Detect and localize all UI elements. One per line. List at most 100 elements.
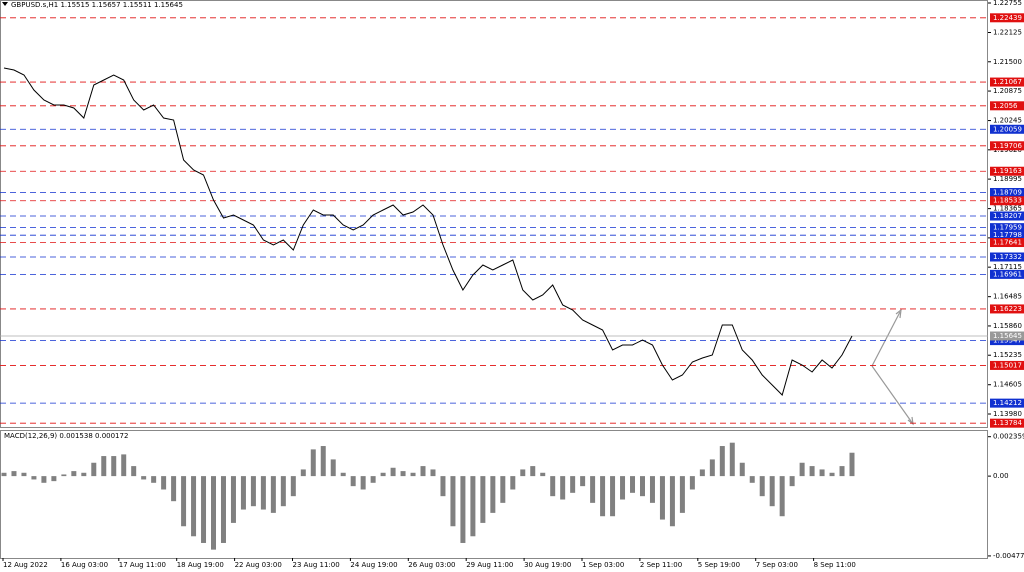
x-tick-label: 30 Aug 19:00 <box>524 561 571 569</box>
level-label: 1.16223 <box>993 305 1022 313</box>
macd-bar <box>719 446 725 477</box>
macd-bar <box>111 456 117 477</box>
macd-bar <box>669 476 675 527</box>
y-tick-label: 1.20245 <box>993 117 1022 125</box>
macd-bar <box>679 476 685 513</box>
macd-bar <box>21 472 27 477</box>
macd-bar <box>550 476 556 497</box>
macd-bar <box>320 446 326 477</box>
y-tick-label: 1.14605 <box>993 381 1022 389</box>
macd-bar <box>71 471 77 477</box>
macd-bar <box>1 472 7 477</box>
menu-arrow[interactable] <box>2 2 8 6</box>
macd-panel <box>0 430 988 559</box>
macd-bar <box>330 459 336 477</box>
y-tick-label: 1.15235 <box>993 351 1022 359</box>
level-label: 1.17798 <box>993 231 1022 239</box>
macd-bar <box>620 476 626 500</box>
current-price-tag <box>990 331 1024 341</box>
macd-bar <box>440 476 446 497</box>
level-label: 1.14212 <box>993 399 1022 407</box>
macd-bar <box>849 452 855 477</box>
y-tick-label: 1.20875 <box>993 87 1022 95</box>
level-tag <box>990 252 1024 262</box>
x-tick-label: 7 Sep 03:00 <box>756 561 798 569</box>
x-tick-label: 8 Sep 11:00 <box>814 561 856 569</box>
macd-bar <box>520 469 526 477</box>
level-tag <box>990 211 1024 221</box>
macd-bar <box>250 476 256 507</box>
macd-bar <box>659 476 665 520</box>
macd-bar <box>819 469 825 477</box>
y-tick-label: 1.17115 <box>993 263 1022 271</box>
x-tick-label: 1 Sep 03:00 <box>582 561 624 569</box>
level-label: 1.18533 <box>993 197 1022 205</box>
macd-bar <box>171 476 177 502</box>
macd-bar <box>31 476 37 480</box>
level-label: 1.19706 <box>993 142 1022 150</box>
macd-bar <box>101 456 107 477</box>
macd-bar <box>699 469 705 477</box>
current-price-label: 1.15645 <box>993 332 1022 340</box>
macd-bar <box>789 476 795 487</box>
level-label: 1.17332 <box>993 253 1022 261</box>
level-tag <box>990 13 1024 23</box>
macd-bar <box>161 476 167 490</box>
macd-bar <box>590 476 596 503</box>
level-label: 1.18709 <box>993 189 1022 197</box>
macd-bar <box>260 476 266 510</box>
macd-bar <box>450 476 456 527</box>
macd-bar <box>240 476 246 510</box>
macd-bar <box>310 449 316 477</box>
macd-bar <box>460 476 466 543</box>
projection-arrows <box>871 308 914 426</box>
level-label: 1.13784 <box>993 419 1022 427</box>
x-tick-label: 26 Aug 03:00 <box>408 561 455 569</box>
y-tick-label: 1.18995 <box>993 175 1022 183</box>
level-tag <box>990 336 1024 346</box>
level-label: 1.20059 <box>993 125 1022 133</box>
macd-bar <box>340 472 346 477</box>
macd-bar <box>390 467 396 477</box>
level-tag <box>990 230 1024 240</box>
macd-bar <box>380 472 386 477</box>
macd-bar <box>500 476 506 503</box>
level-label: 1.18207 <box>993 212 1022 220</box>
macd-bar <box>280 476 286 507</box>
macd-bar <box>829 472 835 477</box>
price-header: GBPUSD.s,H1 1.15515 1.15657 1.15511 1.15… <box>11 1 183 9</box>
macd-bar <box>270 476 276 513</box>
macd-bar <box>610 476 616 517</box>
level-label: 1.17959 <box>993 224 1022 232</box>
level-tag <box>990 223 1024 233</box>
level-tag <box>990 77 1024 87</box>
level-label: 1.16961 <box>993 270 1022 278</box>
level-tag <box>990 398 1024 408</box>
macd-bar <box>191 476 197 537</box>
level-tag <box>990 304 1024 314</box>
macd-bar <box>430 469 436 477</box>
macd-bar <box>470 476 476 537</box>
x-tick-label: 23 Aug 11:00 <box>293 561 340 569</box>
level-tag <box>990 188 1024 198</box>
macd-bar <box>151 476 157 483</box>
level-tag <box>990 360 1024 370</box>
level-label: 1.21067 <box>993 78 1022 86</box>
macd-bar <box>709 459 715 477</box>
y-tick-label: 1.18365 <box>993 205 1022 213</box>
level-label: 1.17641 <box>993 239 1022 247</box>
macd-bar <box>290 476 296 497</box>
macd-bar <box>600 476 606 517</box>
level-label: 1.15547 <box>993 337 1022 345</box>
macd-bar <box>729 442 735 477</box>
level-label: 1.22439 <box>993 14 1022 22</box>
x-tick-label: 16 Aug 03:00 <box>61 561 108 569</box>
macd-bar <box>11 471 17 477</box>
x-tick-label: 12 Aug 2022 <box>3 561 48 569</box>
macd-bar <box>121 454 127 477</box>
y-tick-label: 1.15860 <box>993 322 1022 330</box>
y-tick-label: 1.16485 <box>993 293 1022 301</box>
macd-bar <box>480 476 486 523</box>
macd-bar <box>570 476 576 493</box>
price-panel <box>0 0 988 428</box>
